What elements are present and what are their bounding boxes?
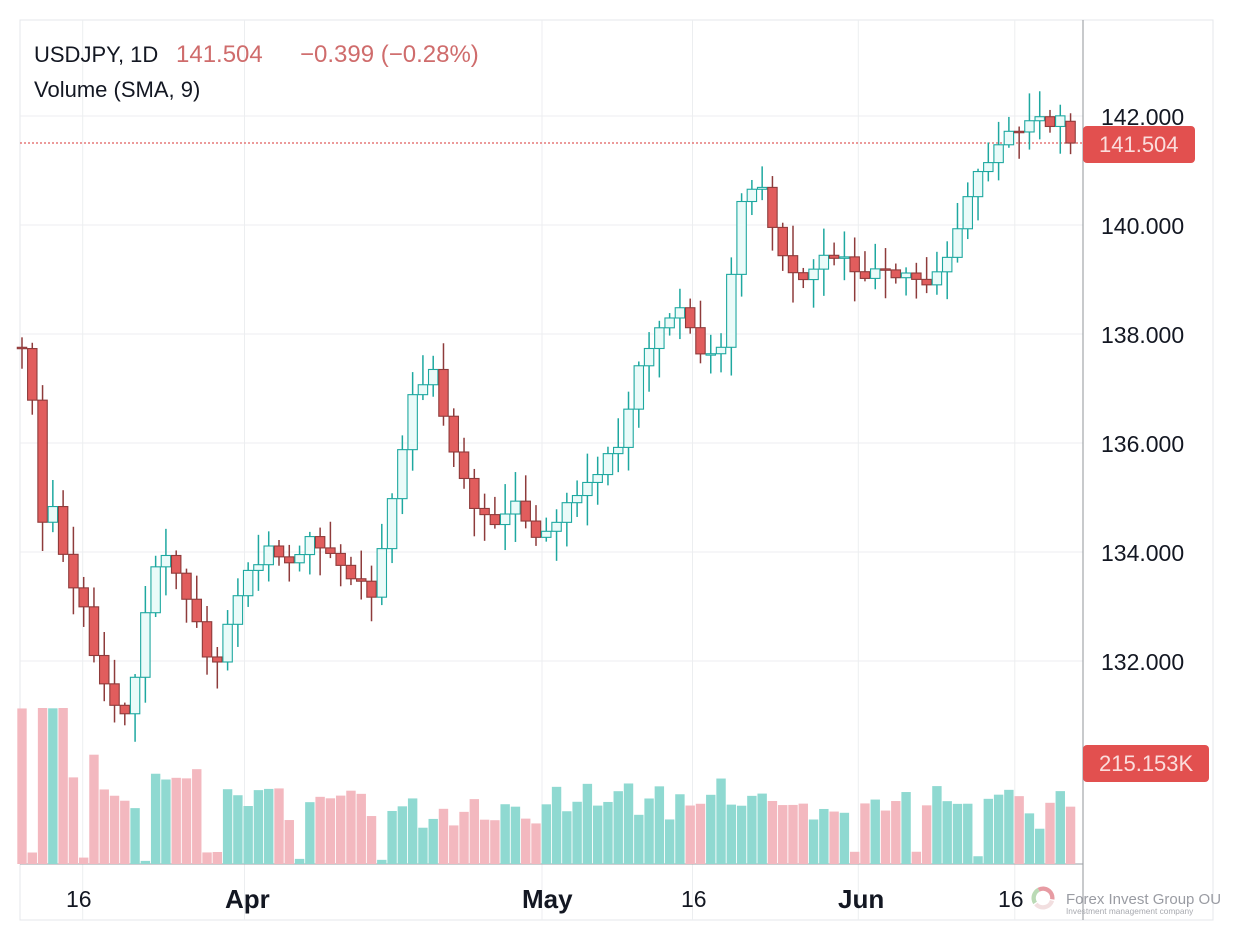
svg-text:Investment management company: Investment management company xyxy=(1066,906,1194,916)
